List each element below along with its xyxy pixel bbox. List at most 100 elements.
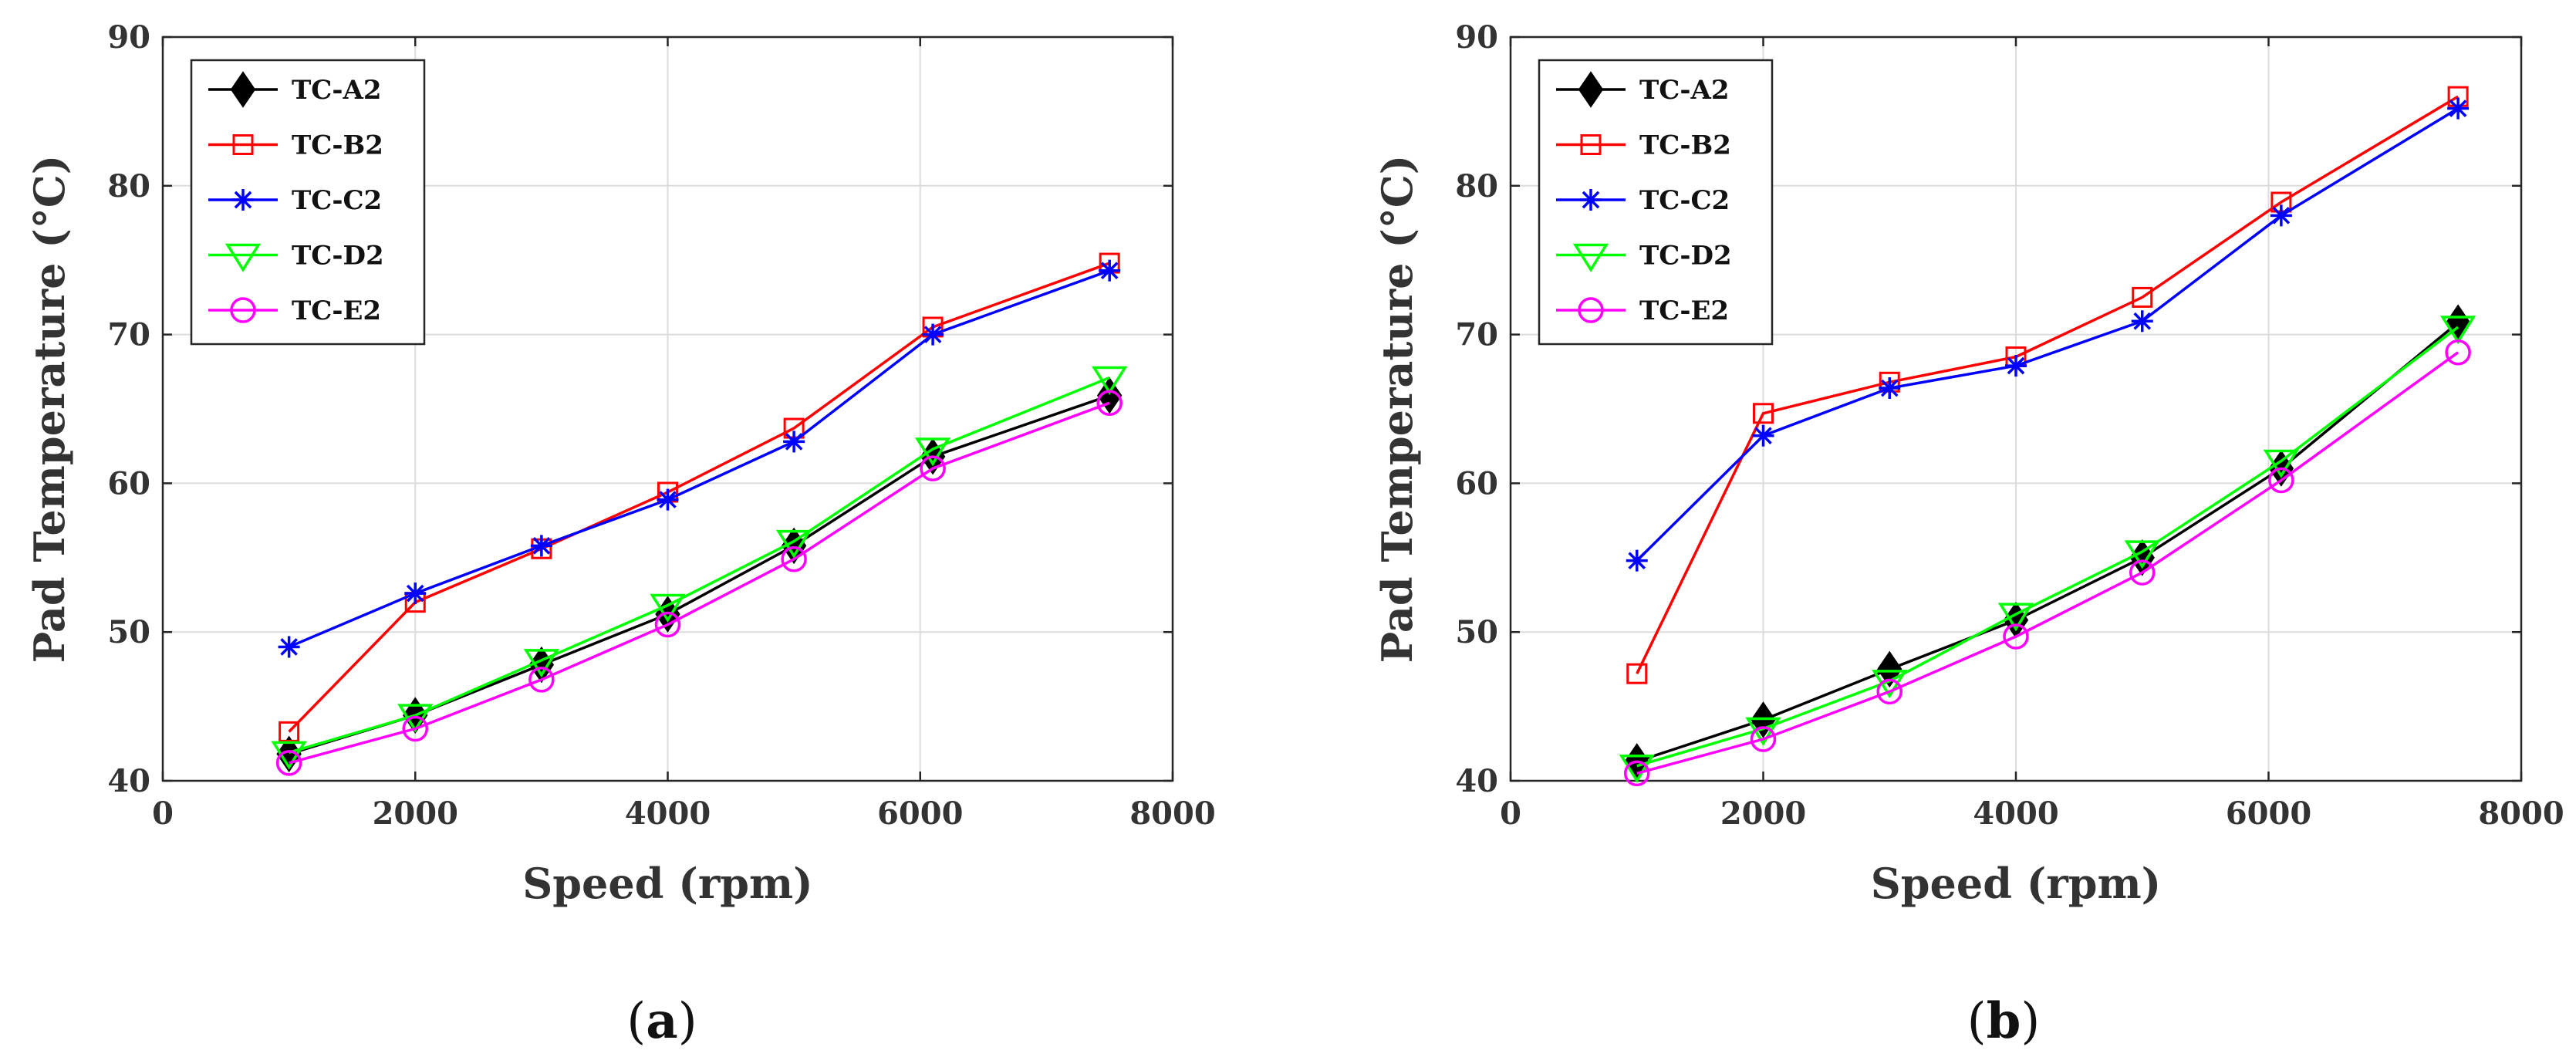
data-point — [1997, 603, 2034, 632]
y-tick-label: 80 — [107, 168, 150, 204]
legend-marker-stroke — [234, 191, 252, 209]
data-point — [914, 437, 951, 467]
x-tick-label: 0 — [152, 795, 174, 832]
x-tick-label: 4000 — [625, 795, 711, 832]
data-point — [1879, 377, 1901, 400]
legend-marker — [1572, 243, 1609, 272]
data-point — [2447, 97, 2470, 120]
legend-label: TC-A2 — [1639, 75, 1730, 106]
x-tick-label: 8000 — [2478, 795, 2564, 832]
legend-item: TC-D2 — [208, 241, 384, 272]
data-point — [783, 431, 805, 453]
y-axis-title: Pad Temperature (°C) — [1372, 155, 1422, 664]
legend-marker — [1578, 71, 1604, 108]
data-point — [1752, 424, 1774, 447]
data-point — [2439, 316, 2476, 345]
data-point-stroke — [2449, 100, 2467, 117]
legend-marker — [1580, 189, 1602, 211]
legend-label: TC-E2 — [1639, 295, 1729, 326]
x-tick-label: 2000 — [1720, 795, 1806, 832]
data-point-stroke — [280, 638, 298, 656]
legend: TC-A2 TC-B2 TC-C2 TC-D2 TC-E2 — [190, 59, 426, 346]
y-tick-label: 40 — [107, 763, 150, 799]
data-point — [397, 704, 434, 733]
data-point-stroke — [1754, 427, 1772, 445]
data-point-stroke — [923, 326, 942, 343]
data-point — [775, 529, 812, 559]
data-point — [1096, 390, 1123, 417]
legend-box — [1538, 59, 1774, 346]
chart-panel-a: 0 2000 4000 6000 8000 40 50 60 70 80 90 Speed (rpm)… — [25, 19, 1216, 1050]
x-tick-label: 6000 — [2226, 795, 2311, 832]
panel-label-paren: ( — [1967, 993, 1987, 1050]
data-point — [404, 583, 427, 605]
data-point-stroke — [659, 491, 677, 508]
legend-item: TC-A2 — [1556, 71, 1730, 108]
chart-panel-b: 0 2000 4000 6000 8000 40 50 60 70 80 90 Speed (rpm)… — [1372, 19, 2564, 1050]
x-tick-label: 0 — [1500, 795, 1521, 832]
data-point-stroke — [406, 584, 424, 603]
panel-label-letter: a — [646, 992, 677, 1050]
legend-marker — [232, 134, 254, 155]
data-point — [2003, 623, 2029, 650]
data-point — [1750, 726, 1777, 752]
panel-label: (a) — [626, 992, 697, 1050]
data-point — [1626, 663, 1648, 684]
data-point — [275, 750, 302, 776]
legend-label: TC-D2 — [292, 241, 384, 272]
legend-box — [190, 59, 426, 346]
data-point — [2005, 355, 2027, 377]
x-tick-label: 2000 — [373, 795, 458, 832]
data-point-stroke — [532, 537, 551, 555]
legend-marker — [230, 71, 256, 108]
legend-label: TC-C2 — [292, 185, 382, 216]
data-point — [781, 545, 807, 572]
data-point — [402, 715, 428, 742]
legend-marker-stroke — [1582, 191, 1600, 209]
data-point — [1099, 259, 1121, 282]
data-point — [657, 488, 679, 511]
legend-marker — [1578, 297, 1604, 323]
data-point — [2268, 467, 2294, 494]
data-point-stroke — [1100, 262, 1119, 280]
x-axis-title: Speed (rpm) — [522, 859, 812, 908]
panel-label-paren: ) — [2021, 993, 2040, 1050]
data-point — [530, 535, 552, 557]
data-point — [1624, 760, 1650, 787]
data-point — [650, 593, 686, 623]
data-point — [279, 721, 300, 742]
x-tick-label: 8000 — [1129, 795, 1215, 832]
legend-item: TC-C2 — [208, 185, 382, 216]
y-tick-label: 70 — [1455, 317, 1498, 353]
data-point — [528, 667, 555, 693]
panel-label-letter: b — [1987, 992, 2021, 1050]
legend-label: TC-C2 — [1639, 185, 1730, 216]
x-axis-title: Speed (rpm) — [1871, 859, 2161, 908]
data-point — [922, 323, 944, 346]
series-tc-c2 — [278, 259, 1121, 658]
y-tick-label: 90 — [1455, 19, 1498, 56]
data-point — [1619, 754, 1655, 784]
y-tick-label: 70 — [107, 317, 150, 353]
data-point — [1626, 549, 1648, 572]
legend-marker — [230, 297, 256, 323]
data-point — [2263, 449, 2300, 478]
y-tick-label: 80 — [1455, 168, 1498, 204]
legend-item: TC-A2 — [208, 71, 382, 108]
legend: TC-A2 TC-B2 TC-C2 TC-D2 TC-E2 — [1538, 59, 1774, 346]
legend-label: TC-D2 — [1639, 241, 1732, 272]
legend-marker — [232, 189, 254, 211]
data-point-stroke — [785, 433, 803, 451]
data-point — [1753, 403, 1774, 424]
legend-item: TC-B2 — [208, 130, 383, 161]
data-point — [2270, 204, 2292, 227]
data-point — [2124, 540, 2160, 569]
legend-label: TC-B2 — [1639, 130, 1731, 161]
legend-item: TC-C2 — [1556, 185, 1730, 216]
data-point-stroke — [1880, 379, 1899, 397]
data-point — [654, 611, 681, 638]
y-tick-label: 60 — [1455, 465, 1498, 501]
y-tick-label: 50 — [1455, 614, 1498, 650]
data-point — [528, 646, 555, 684]
